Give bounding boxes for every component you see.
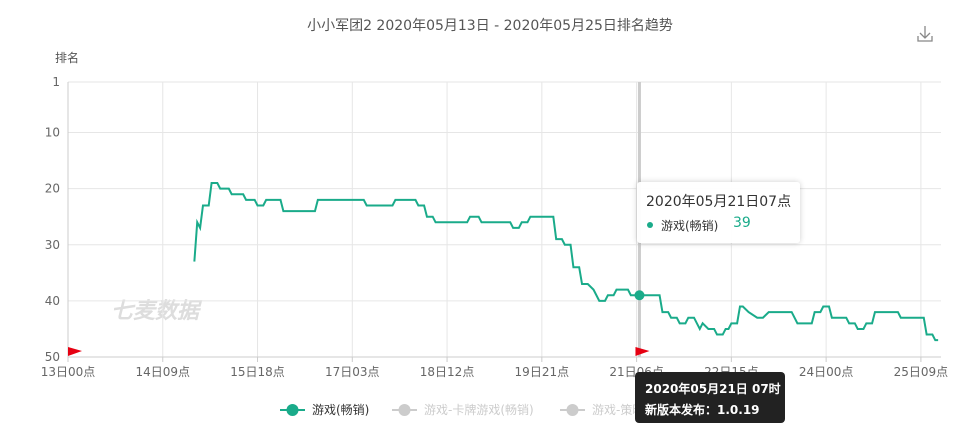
tooltip-dot <box>647 222 653 228</box>
release-title: 2020年05月21日 07时 <box>645 382 781 396</box>
line-series <box>193 182 939 342</box>
download-icon[interactable] <box>917 26 933 42</box>
x-tick-label: 14日09点 <box>135 365 190 379</box>
x-tick-label: 15日18点 <box>230 365 285 379</box>
x-tick-label: 24日00点 <box>799 365 854 379</box>
y-tick-label: 40 <box>45 294 60 308</box>
legend-item[interactable]: 游戏(畅销) <box>280 403 369 417</box>
legend-label: 游戏(畅销) <box>312 403 369 417</box>
tooltip-series: 游戏(畅销) <box>661 219 719 233</box>
y-tick-label: 30 <box>45 238 60 252</box>
y-tick-label: 50 <box>45 350 60 364</box>
tooltip-title: 2020年05月21日07点 <box>646 194 792 210</box>
watermark: 七麦数据 <box>111 299 203 324</box>
legend-marker <box>566 404 579 416</box>
y-tick-label: 20 <box>45 182 60 196</box>
tooltip: 2020年05月21日07点 游戏(畅销) 39 <box>637 182 800 243</box>
highlight-point <box>634 290 645 301</box>
x-tick-label: 13日00点 <box>41 365 96 379</box>
x-tick-label: 18日12点 <box>420 365 475 379</box>
release-text: 新版本发布：1.0.19 <box>645 403 760 417</box>
legend-label: 游戏-卡牌游戏(畅销) <box>424 403 534 417</box>
flag <box>635 347 650 357</box>
legend-marker <box>398 404 411 416</box>
x-tick-label: 19日21点 <box>515 365 570 379</box>
legend-item[interactable]: 游戏-卡牌游戏(畅销) <box>392 403 534 417</box>
tooltip-value: 39 <box>733 215 751 231</box>
y-axis-label: 排名 <box>55 50 79 65</box>
legend-marker <box>286 404 299 416</box>
chart-title: 小小军团2 2020年05月13日 - 2020年05月25日排名趋势 <box>307 18 673 34</box>
release-annotation: 2020年05月21日 07时 新版本发布：1.0.19 <box>635 372 785 423</box>
flag <box>68 347 82 357</box>
y-tick-label: 1 <box>52 75 60 89</box>
x-tick-label: 25日09点 <box>894 365 949 379</box>
x-tick-label: 17日03点 <box>325 365 380 379</box>
y-tick-label: 10 <box>45 126 60 140</box>
